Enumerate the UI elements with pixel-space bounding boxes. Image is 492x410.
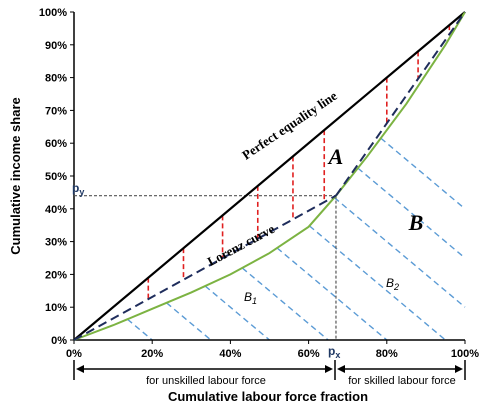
- skilled-range-label: for skilled labour force: [348, 375, 456, 387]
- y-tick-label-0: 0%: [51, 335, 67, 347]
- region-a-label: A: [327, 144, 344, 169]
- unskilled-range-label: for unskilled labour force: [146, 375, 266, 387]
- x-tick-label-4: 80%: [376, 348, 398, 360]
- series-lines: [73, 11, 466, 341]
- series-line-2: [73, 194, 337, 341]
- py-marker: py: [72, 181, 84, 197]
- y-tick-label-7: 70%: [45, 105, 67, 117]
- y-tick-label-3: 30%: [45, 237, 67, 249]
- y-tick-label-5: 50%: [45, 171, 67, 183]
- blue-hatch-lines: [126, 137, 466, 341]
- region-b1-label: B1: [244, 290, 257, 306]
- y-tick-label-6: 60%: [45, 138, 67, 150]
- unskilled-arrow-right: [325, 365, 333, 373]
- range-brackets: [73, 360, 466, 380]
- region-b2-label: B2: [386, 276, 399, 292]
- blue-hatch-line-7: [357, 167, 466, 259]
- px-marker: px: [328, 344, 340, 360]
- lorenz-curve-label: Lorenz curve: [205, 221, 277, 269]
- axes: [70, 11, 466, 344]
- blue-hatch-line-1: [166, 302, 212, 341]
- y-tick-label-1: 10%: [45, 302, 67, 314]
- blue-hatch-line-4: [276, 247, 388, 341]
- px-py-guides: [74, 195, 337, 340]
- blue-hatch-line-0: [126, 318, 153, 341]
- y-tick-label-2: 20%: [45, 269, 67, 281]
- equality-line-label: Perfect equality line: [239, 88, 340, 163]
- y-tick-label-9: 90%: [45, 40, 67, 52]
- region-b-label: B: [408, 210, 424, 235]
- series-line-0: [73, 11, 466, 341]
- x-tick-label-3: 60%: [298, 348, 320, 360]
- y-tick-label-8: 80%: [45, 73, 67, 85]
- x-tick-label-1: 20%: [141, 348, 163, 360]
- y-axis-title: Cumulative income share: [8, 97, 23, 255]
- y-tick-label-10: 100%: [39, 7, 67, 19]
- x-tick-label-5: 100%: [451, 348, 479, 360]
- blue-hatch-line-5: [308, 225, 446, 341]
- red-gap-lines: [147, 25, 451, 300]
- series-line-1: [73, 11, 466, 341]
- tick-labels: 0% 10% 20% 30% 40% 50% 60% 70% 80% 90% 100% 0% 20% 40…: [39, 7, 479, 360]
- blue-hatch-line-3: [241, 267, 329, 341]
- blue-hatch-line-2: [204, 285, 270, 341]
- x-tick-label-0: 0%: [66, 348, 82, 360]
- skilled-arrow-left: [337, 365, 345, 373]
- series-line-3: [335, 11, 466, 197]
- blue-hatch-line-6: [333, 197, 466, 308]
- x-axis-title: Cumulative labour force fraction: [168, 389, 368, 404]
- x-tick-label-2: 40%: [219, 348, 241, 360]
- unskilled-arrow-left: [76, 365, 84, 373]
- blue-hatch-line-8: [380, 137, 466, 210]
- y-tick-label-4: 40%: [45, 204, 67, 216]
- skilled-arrow-right: [455, 365, 463, 373]
